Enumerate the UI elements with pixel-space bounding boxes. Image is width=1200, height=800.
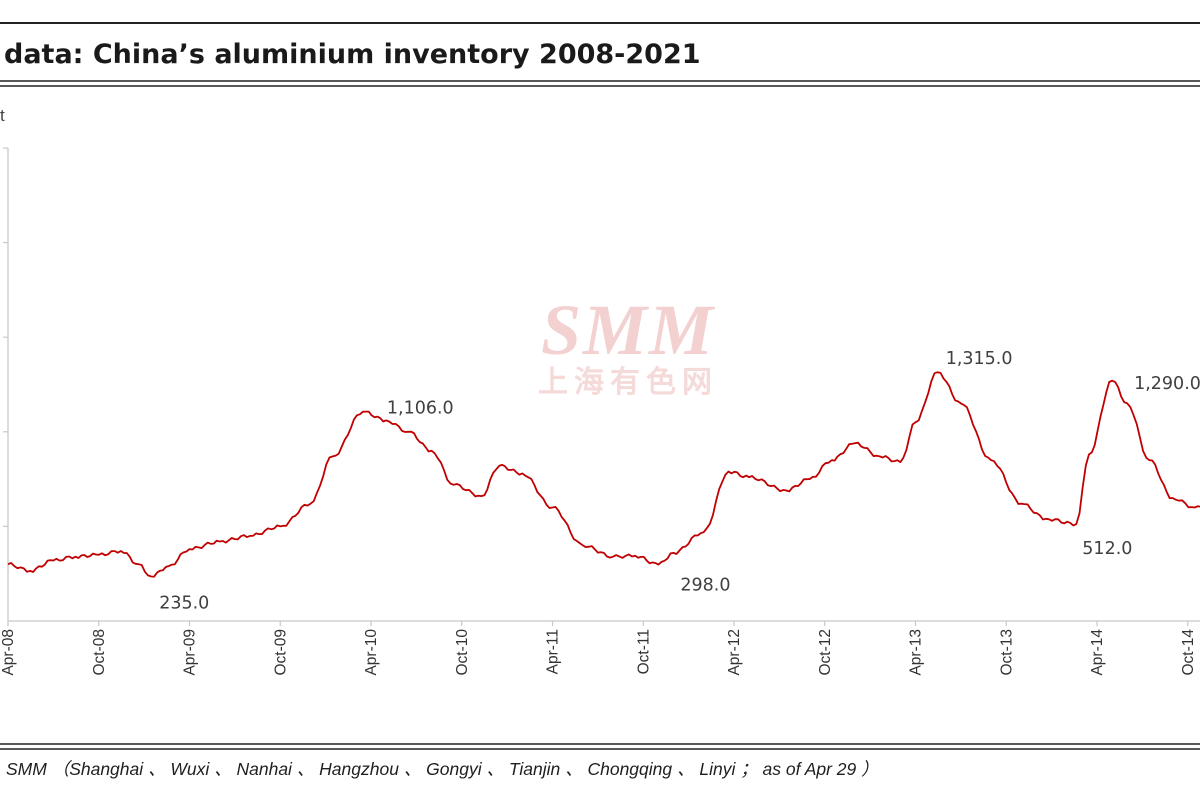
- data-label: 512.0: [1082, 539, 1132, 559]
- x-tick-label: Apr-10: [363, 629, 380, 676]
- x-tick-label: Oct-10: [454, 629, 471, 676]
- x-tick-label: Oct-08: [91, 629, 108, 676]
- watermark-subtitle: 上海有色网: [538, 365, 718, 400]
- chart-title: data: China’s aluminium inventory 2008-2…: [4, 39, 701, 70]
- x-tick-label: Apr-12: [726, 629, 743, 676]
- data-label: 235.0: [159, 594, 209, 614]
- watermark-brand: SMM: [541, 290, 716, 370]
- x-tick-label: Apr-09: [182, 629, 199, 676]
- x-tick-label: Oct-14: [1180, 629, 1197, 676]
- x-tick-label: Oct-11: [635, 629, 652, 674]
- y-axis-unit: t: [0, 106, 5, 125]
- x-tick-label: Apr-14: [1089, 629, 1106, 676]
- data-label: 298.0: [680, 576, 730, 596]
- series-line: [7, 371, 1200, 578]
- x-tick-label: Apr-13: [908, 629, 925, 676]
- y-axis-ticks: [3, 147, 8, 528]
- x-tick-label: Apr-08: [0, 629, 17, 676]
- x-tick-label: Oct-13: [998, 629, 1015, 676]
- data-labels: 235.01,106.0298.01,315.0512.01,290.0537.…: [159, 349, 1200, 614]
- data-label: 1,315.0: [946, 349, 1013, 369]
- source-note: SMM （Shanghai 、 Wuxi 、 Nanhai 、 Hangzhou…: [6, 759, 879, 779]
- x-axis-ticks: Apr-08 Oct-08 Apr-09 Oct-09 Apr-10 Oct-10 Apr-…: [0, 621, 1197, 676]
- x-tick-label: Apr-11: [545, 629, 562, 674]
- x-tick-label: Oct-09: [272, 629, 289, 676]
- x-tick-label: Oct-12: [817, 629, 834, 676]
- watermark: SMM 上海有色网: [538, 290, 718, 400]
- data-label: 1,290.0: [1134, 374, 1200, 394]
- data-label: 1,106.0: [387, 399, 454, 419]
